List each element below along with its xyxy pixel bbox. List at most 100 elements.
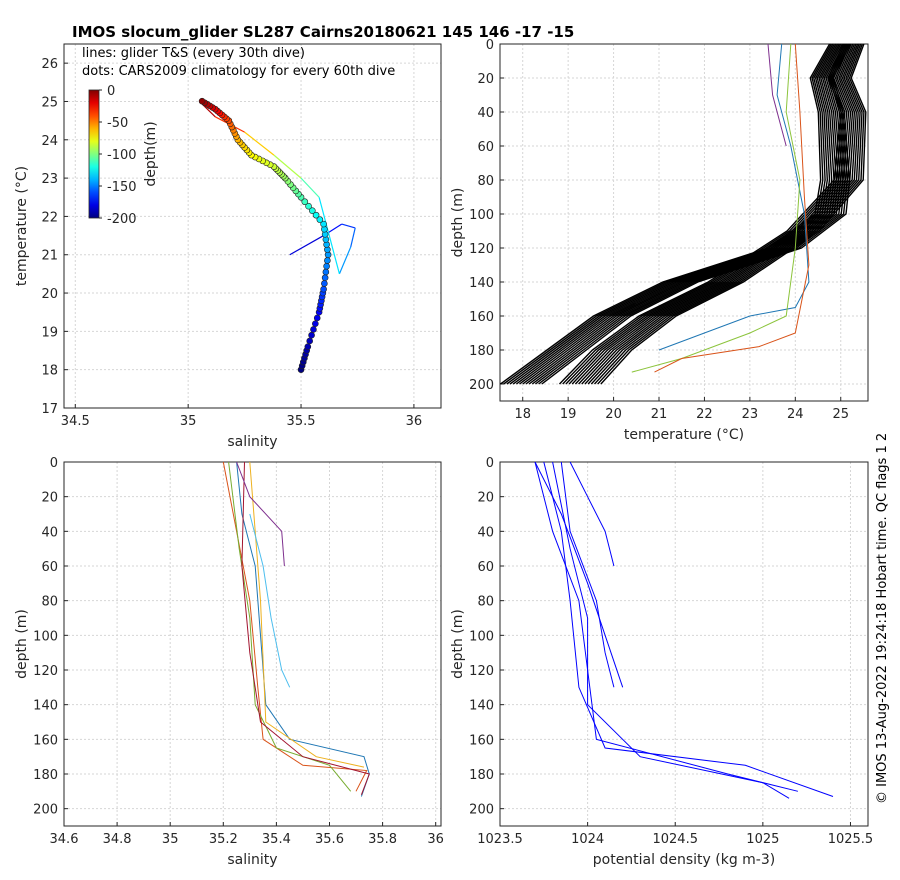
y-tick-label: 180	[469, 768, 494, 783]
climatology-profile-1	[574, 43, 852, 385]
density-profile-5	[569, 461, 615, 567]
y-tick-label: 0	[50, 456, 58, 471]
figure-title: IMOS slocum_glider SL287 Cairns20180621 …	[72, 23, 574, 41]
grid-lines	[64, 44, 441, 409]
x-tick-label: 25	[832, 407, 849, 422]
y-tick-label: 0	[486, 456, 494, 471]
climatology-dot	[321, 274, 329, 282]
y-tick-label: 200	[469, 378, 494, 393]
panel-depth-temperature: 18 19 20 21 22 23 24 25 0 20 40 60 80 100 120 140 160 180…	[450, 38, 869, 443]
y-tick-label: 80	[477, 174, 494, 189]
x-tick-label: 34.5	[61, 414, 90, 429]
climatology-dot	[305, 202, 312, 210]
y-tick-label: 40	[477, 525, 494, 540]
x-tick-label: 1025.5	[828, 832, 874, 847]
x-tick-label: 35.6	[315, 832, 344, 847]
x-axis-label: salinity	[227, 852, 277, 868]
density-profile-4	[560, 461, 615, 688]
climatology-dot	[198, 97, 206, 105]
x-tick-label: 35	[180, 414, 197, 429]
climatology-dot	[316, 216, 324, 223]
salinity-profile-2	[249, 461, 365, 768]
x-tick-label: 21	[651, 407, 668, 422]
climatology-profile-1	[597, 43, 865, 385]
x-tick-label: 1024	[571, 832, 604, 847]
glider-temperature-profile-2	[654, 43, 810, 373]
climatology-dot	[320, 285, 327, 293]
y-tick-label: 40	[41, 525, 58, 540]
climatology-dot	[310, 326, 317, 333]
x-axis-label: temperature (°C)	[624, 427, 744, 443]
glider-ts-segment	[338, 246, 352, 275]
x-tick-label: 23	[742, 407, 759, 422]
climatology-dot	[323, 262, 330, 270]
climatology-profile-1	[565, 43, 848, 385]
x-tick-label: 34.6	[50, 832, 79, 847]
y-tick-label: 24	[41, 134, 58, 149]
climatology-profile-1	[571, 43, 851, 385]
colorbar-tick-label: 0	[107, 84, 115, 99]
y-tick-label: 0	[486, 38, 494, 53]
y-tick-label: 120	[469, 242, 494, 257]
panel-depth-salinity: 34.6 34.8 35 35.2 35.4 35.6 35.8 36 0 20 40 60 80 100…	[14, 456, 444, 868]
climatology-profile-1	[562, 43, 846, 385]
y-tick-label: 100	[469, 208, 494, 223]
glider-ts-segment	[341, 223, 356, 229]
climatology-profile-1	[578, 43, 854, 385]
x-tick-label: 35.2	[209, 832, 238, 847]
x-tick-label: 18	[514, 407, 531, 422]
climatology-dot	[312, 320, 319, 328]
y-tick-label: 200	[33, 803, 58, 818]
y-tick-label: 60	[477, 140, 494, 155]
y-tick-label: 160	[469, 310, 494, 325]
climatology-profile-1	[600, 43, 867, 385]
panel-depth-density: 1023.5 1024 1024.5 1025 1025.5 0 20 40 60 80 100 12…	[450, 456, 873, 868]
density-profile-2	[552, 461, 790, 799]
x-tick-label: 1023.5	[477, 832, 523, 847]
climatology-dot	[312, 211, 320, 219]
y-tick-label: 40	[477, 106, 494, 121]
glider-ts-segment	[244, 131, 275, 156]
colorbar-tick-label: -100	[107, 148, 137, 163]
x-tick-label: 35	[162, 832, 179, 847]
x-tick-label: 1024.5	[652, 832, 698, 847]
grid-lines	[499, 461, 868, 826]
x-tick-label: 20	[605, 407, 622, 422]
y-tick-label: 19	[41, 325, 58, 340]
glider-ts-segment	[300, 177, 320, 198]
glider-temperature-profile-3	[767, 43, 787, 147]
glider-temperature-profile-1	[631, 43, 801, 373]
salinity-profile-4	[241, 461, 370, 795]
y-tick-label: 60	[41, 560, 58, 575]
y-tick-label: 120	[469, 664, 494, 679]
colorbar-tick-label: -150	[107, 180, 137, 195]
glider-ts-segment	[289, 235, 324, 256]
x-tick-label: 1025	[746, 832, 779, 847]
y-tick-label: 18	[41, 364, 58, 379]
climatology-profile-1	[558, 43, 844, 385]
salinity-profile-6	[236, 461, 285, 567]
y-tick-label: 60	[477, 560, 494, 575]
climatology-dot	[309, 207, 316, 214]
y-tick-label: 140	[469, 276, 494, 291]
y-tick-label: 160	[33, 733, 58, 748]
climatology-profile-1	[568, 43, 849, 385]
x-tick-label: 22	[696, 407, 713, 422]
colorbar-tick-label: -50	[107, 116, 128, 131]
y-tick-label: 100	[469, 629, 494, 644]
y-tick-label: 80	[41, 595, 58, 610]
y-tick-label: 180	[469, 344, 494, 359]
y-tick-label: 23	[41, 172, 58, 187]
y-tick-label: 100	[33, 629, 58, 644]
copyright-note: © IMOS 13-Aug-2022 19:24:18 Hobart time.…	[875, 433, 890, 804]
x-tick-label: 34.8	[103, 832, 132, 847]
y-tick-label: 21	[41, 249, 58, 264]
x-axis-label: salinity	[227, 434, 277, 450]
axes-frame	[499, 461, 869, 827]
y-tick-label: 140	[33, 699, 58, 714]
y-tick-label: 80	[477, 595, 494, 610]
panel-ts: 34.5 35 35.5 36 17 18 19 20 21 22 23 24 25 26 salinity…	[14, 43, 442, 450]
colorbar-tick-label: -200	[107, 212, 137, 227]
climatology-profile-1	[581, 43, 856, 385]
climatology-profile-0	[519, 43, 840, 385]
